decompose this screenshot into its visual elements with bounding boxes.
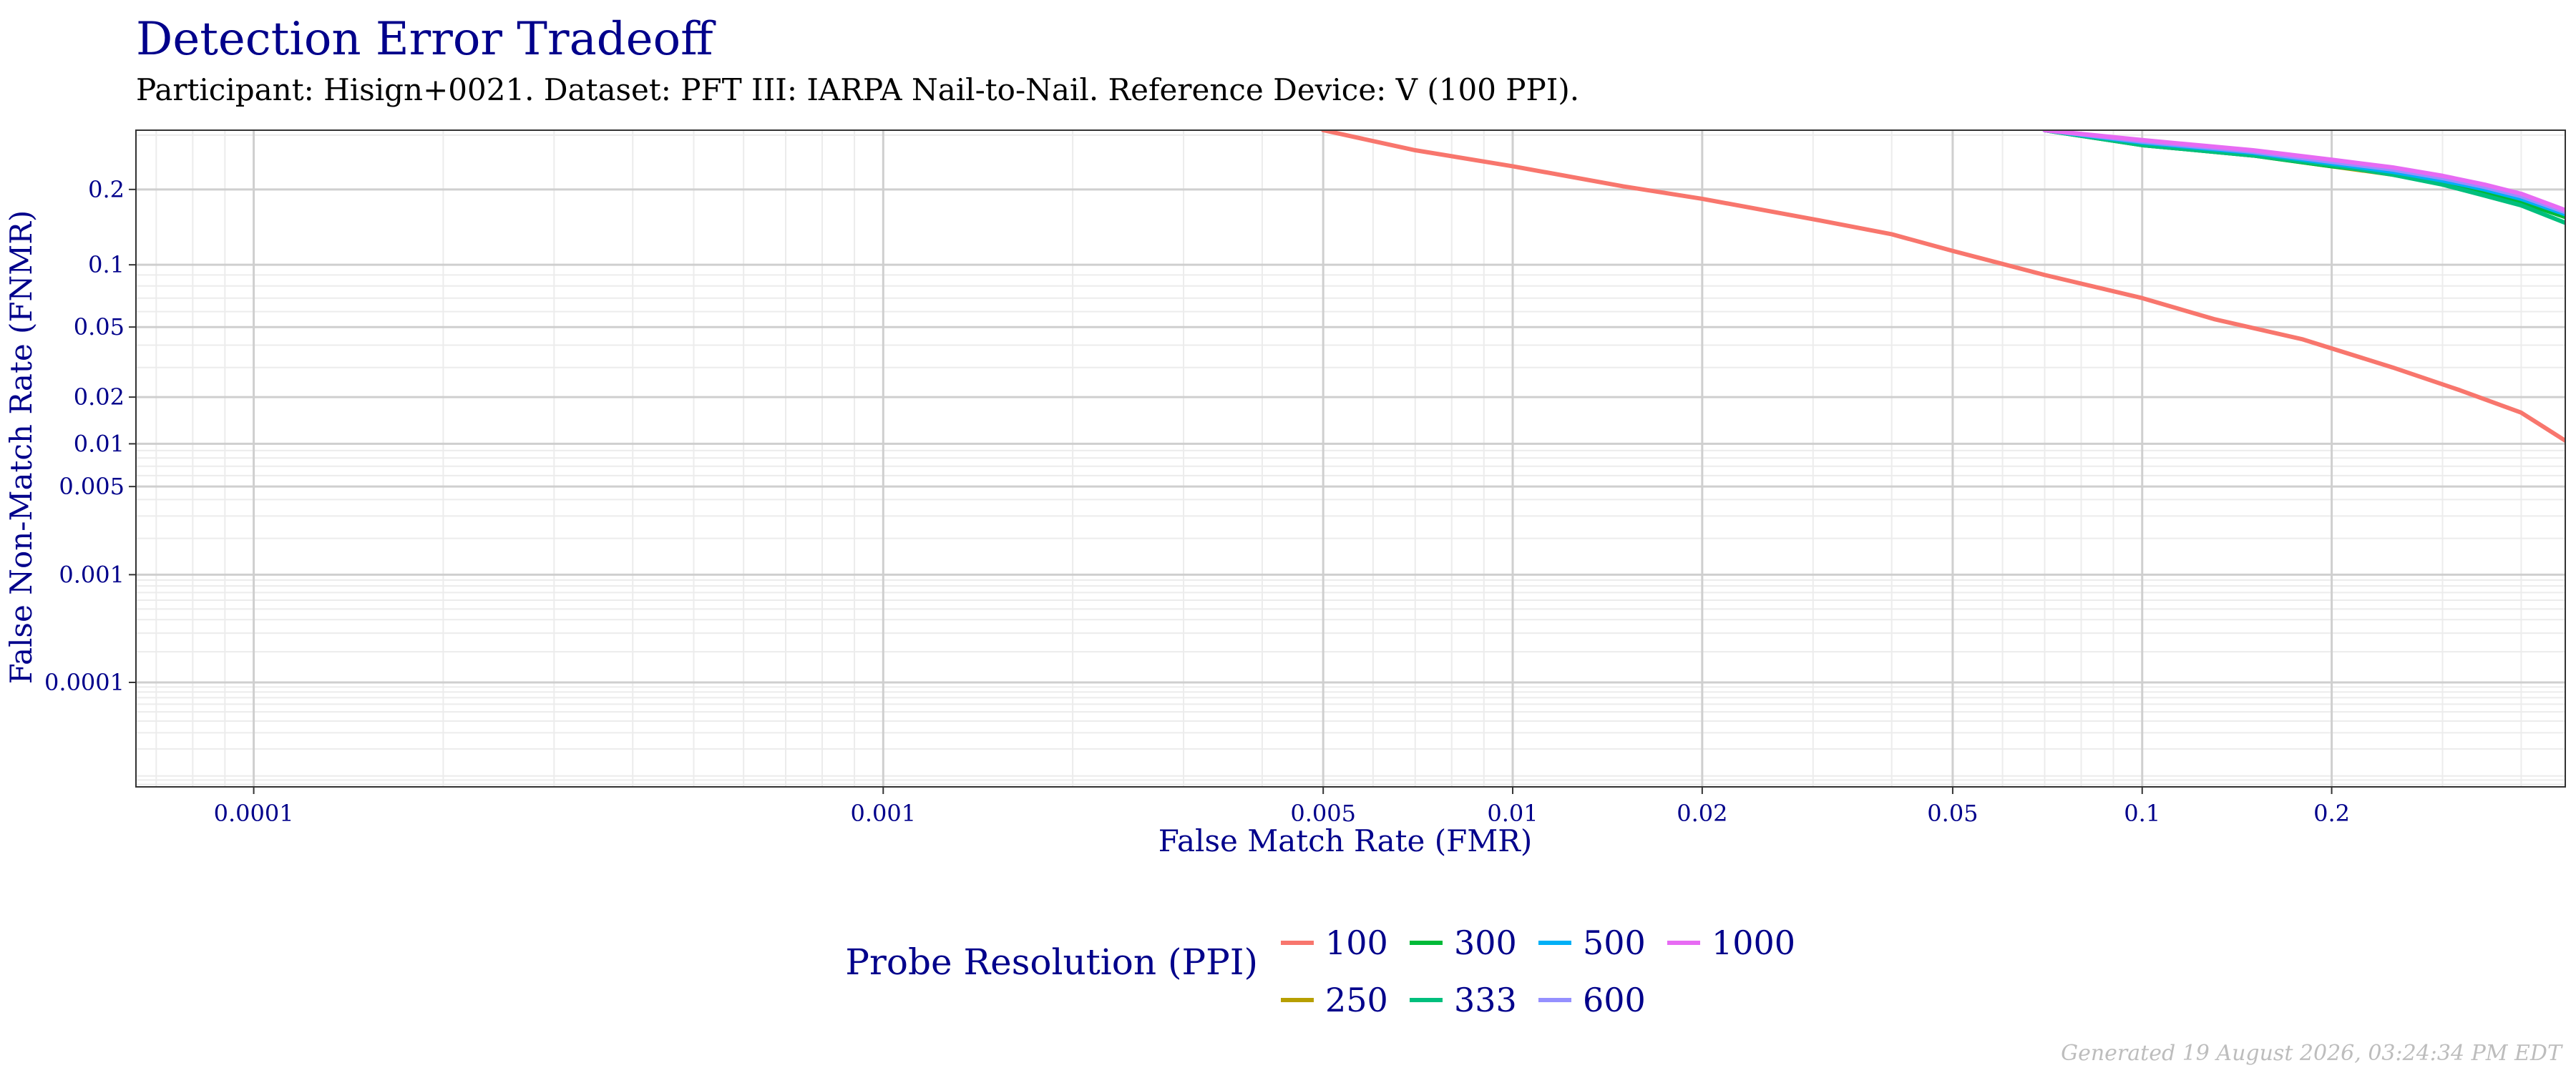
legend-item-100: 100 — [1281, 923, 1388, 962]
series-line-100 — [1321, 130, 2565, 444]
x-axis-label: False Match Rate (FMR) — [1158, 823, 1533, 858]
series-line-333 — [2042, 130, 2565, 225]
x-tick-label: 0.02 — [1677, 800, 1727, 827]
legend-item-300: 300 — [1410, 923, 1517, 962]
legend-item-1000: 1000 — [1667, 923, 1795, 962]
legend: Probe Resolution (PPI) 100 250 300 333 500 60… — [845, 923, 1795, 1019]
x-tick-label: 0.0001 — [214, 800, 294, 827]
y-axis-label: False Non-Match Rate (FNMR) — [4, 210, 39, 685]
series-layer — [1321, 130, 2565, 444]
major-gridlines — [136, 130, 2565, 787]
legend-item-333: 333 — [1410, 981, 1517, 1019]
x-tick-label: 0.001 — [850, 800, 916, 827]
legend-label-1000: 1000 — [1712, 923, 1795, 962]
y-tick-label: 0.001 — [59, 561, 125, 588]
y-tick-label: 0.01 — [74, 430, 125, 457]
x-tick-label: 0.005 — [1290, 800, 1356, 827]
plot-panel — [135, 129, 2566, 788]
minor-gridlines — [136, 130, 2565, 787]
legend-items: 100 250 300 333 500 600 1000 — [1281, 923, 1795, 1019]
y-axis-ticks: 0.2 0.1 0.05 0.02 0.01 0.005 0.001 0.0001 — [44, 176, 136, 696]
legend-label-333: 333 — [1454, 981, 1517, 1019]
legend-label-250: 250 — [1325, 981, 1388, 1019]
y-tick-label: 0.1 — [88, 251, 125, 278]
y-tick-label: 0.0001 — [44, 669, 125, 696]
legend-label-300: 300 — [1454, 923, 1517, 962]
x-tick-label: 0.01 — [1487, 800, 1538, 827]
chart-subtitle: Participant: Hisign+0021. Dataset: PFT I… — [136, 72, 1579, 107]
legend-item-600: 600 — [1538, 981, 1646, 1019]
legend-label-500: 500 — [1583, 923, 1646, 962]
x-tick-label: 0.2 — [2313, 800, 2350, 827]
legend-label-600: 600 — [1583, 981, 1646, 1019]
legend-item-500: 500 — [1538, 923, 1646, 962]
y-tick-label: 0.005 — [59, 473, 125, 500]
y-tick-label: 0.2 — [88, 176, 125, 203]
y-tick-label: 0.05 — [74, 313, 125, 340]
panel-border — [135, 129, 2566, 788]
chart-title: Detection Error Tradeoff — [136, 13, 716, 66]
series-line-1000 — [2042, 130, 2565, 212]
x-axis-ticks: 0.0001 0.001 0.005 0.01 0.02 0.05 0.1 0.2 — [214, 787, 2350, 827]
x-tick-label: 0.05 — [1927, 800, 1978, 827]
x-tick-label: 0.1 — [2124, 800, 2160, 827]
y-tick-label: 0.02 — [74, 383, 125, 411]
generated-footer: Generated 19 August 2026, 03:24:34 PM ED… — [2061, 1041, 2563, 1066]
legend-title: Probe Resolution (PPI) — [845, 941, 1258, 983]
legend-label-100: 100 — [1325, 923, 1388, 962]
legend-item-250: 250 — [1281, 981, 1388, 1019]
